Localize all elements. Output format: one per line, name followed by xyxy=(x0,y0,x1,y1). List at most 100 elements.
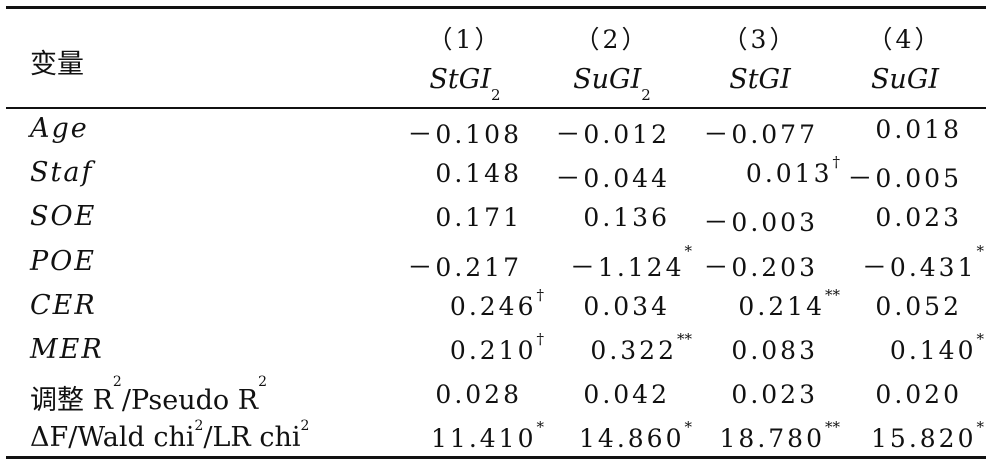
column-variable-subscript: 2 xyxy=(491,86,501,105)
table-cell: 18.780** xyxy=(690,418,840,453)
cell-value: －0.044 xyxy=(555,164,670,193)
table-cell: －0.217 xyxy=(372,248,522,284)
table-cell: 0.214** xyxy=(690,286,840,321)
cell-value: 18.780 xyxy=(719,424,825,453)
table-cell: 0.246† xyxy=(394,286,544,321)
variable-header: 变量 xyxy=(30,49,84,80)
row-label-age: Age xyxy=(30,113,89,144)
column-variable-1: StGI2 xyxy=(390,64,540,104)
column-number-4: （4） xyxy=(867,25,943,54)
table-cell: －1.124* xyxy=(542,242,692,284)
table-cell: －0.431* xyxy=(834,242,984,284)
column-variable-4: SuGI xyxy=(830,64,980,95)
cell-value: 11.410 xyxy=(431,424,537,453)
significance-marker: ** xyxy=(677,330,692,348)
column-variable-subscript: 2 xyxy=(641,86,651,105)
column-variable-3: StGI xyxy=(685,64,835,95)
cell-value: 0.013 xyxy=(745,159,833,188)
table-cell: 0.210† xyxy=(394,330,544,365)
cell-value: 14.860 xyxy=(579,424,685,453)
cell-value: －0.003 xyxy=(703,208,818,237)
column-variable-name: SuGI xyxy=(573,64,642,95)
table-cell: 0.083 xyxy=(668,336,818,365)
table-cell: －0.003 xyxy=(668,203,818,239)
top-rule xyxy=(6,6,986,9)
column-variable-name: StGI xyxy=(429,64,492,95)
cell-value: －0.012 xyxy=(555,120,670,149)
significance-marker: † xyxy=(832,153,841,171)
table-cell: 14.860* xyxy=(542,418,692,453)
cell-value: 0.136 xyxy=(583,203,670,232)
row-label-cer: CER xyxy=(30,290,97,321)
bottom-rule xyxy=(6,456,986,459)
table-cell: －0.108 xyxy=(372,115,522,151)
column-variable-2: SuGI2 xyxy=(537,64,687,104)
table-cell: 0.034 xyxy=(520,292,670,321)
table-cell: 0.020 xyxy=(812,380,962,409)
stat-row-label-2: ΔF/Wald chi2/LR chi2 xyxy=(30,418,309,453)
column-number-3: （3） xyxy=(722,25,798,54)
table-cell: 0.322** xyxy=(542,330,692,365)
cell-value: 0.083 xyxy=(731,336,818,365)
label-superscript: 2 xyxy=(258,374,267,390)
table-cell: 11.410* xyxy=(394,418,544,453)
row-label-staf: Staf xyxy=(30,157,94,188)
significance-marker: † xyxy=(536,330,545,348)
cell-value: 0.028 xyxy=(435,380,522,409)
table-cell: 0.023 xyxy=(668,380,818,409)
label-chinese: 调整 xyxy=(30,385,84,416)
cell-value: 0.214 xyxy=(738,292,825,321)
significance-marker: ** xyxy=(825,418,840,436)
cell-value: 0.148 xyxy=(435,159,522,188)
table-cell: 0.140* xyxy=(834,330,984,365)
significance-marker: * xyxy=(684,242,693,260)
cell-value: －0.005 xyxy=(847,164,962,193)
table-cell: 0.028 xyxy=(372,380,522,409)
label-part: /Pseudo R xyxy=(121,385,259,416)
cell-value: 0.023 xyxy=(875,203,962,232)
label-superscript: 2 xyxy=(112,374,122,390)
table-cell: －0.044 xyxy=(520,159,670,195)
table-cell: 0.013† xyxy=(690,153,840,188)
label-superscript: 2 xyxy=(194,418,204,434)
cell-value: 0.052 xyxy=(875,292,962,321)
cell-value: 0.171 xyxy=(435,203,522,232)
row-label-soe: SOE xyxy=(30,201,97,232)
cell-value: 0.034 xyxy=(583,292,670,321)
table-cell: 0.148 xyxy=(372,159,522,188)
label-part: R xyxy=(84,385,113,416)
table-cell: 0.018 xyxy=(812,115,962,144)
table-cell: 0.136 xyxy=(520,203,670,232)
cell-value: －0.431 xyxy=(861,253,977,282)
row-label-mer: MER xyxy=(30,334,104,365)
cell-value: －0.108 xyxy=(407,120,522,149)
cell-value: －0.077 xyxy=(703,120,818,149)
table-cell: 0.052 xyxy=(812,292,962,321)
cell-value: 0.246 xyxy=(449,292,537,321)
column-variable-name: StGI xyxy=(729,64,791,95)
label-superscript: 2 xyxy=(300,418,310,434)
cell-value: －0.217 xyxy=(407,253,522,282)
table-cell: －0.012 xyxy=(520,115,670,151)
table-cell: 0.023 xyxy=(812,203,962,232)
cell-value: －1.124 xyxy=(569,253,685,282)
row-label-poe: POE xyxy=(30,246,97,277)
table-cell: －0.077 xyxy=(668,115,818,151)
stat-row-label-1: 调整 R2/Pseudo R2 xyxy=(30,374,267,417)
table-cell: 0.042 xyxy=(520,380,670,409)
cell-value: 0.140 xyxy=(889,336,977,365)
significance-marker: ** xyxy=(825,286,840,304)
significance-marker: * xyxy=(976,242,985,260)
cell-value: －0.203 xyxy=(703,253,818,282)
significance-marker: * xyxy=(976,330,985,348)
significance-marker: * xyxy=(976,418,985,436)
table-cell: －0.005 xyxy=(812,159,962,195)
column-variable-name: SuGI xyxy=(870,64,940,95)
header-rule xyxy=(6,107,986,109)
significance-marker: * xyxy=(536,418,545,436)
column-number-2: （2） xyxy=(574,25,650,54)
cell-value: 15.820 xyxy=(871,424,977,453)
significance-marker: * xyxy=(684,418,693,436)
table-cell: 15.820* xyxy=(834,418,984,453)
cell-value: 0.042 xyxy=(583,380,670,409)
